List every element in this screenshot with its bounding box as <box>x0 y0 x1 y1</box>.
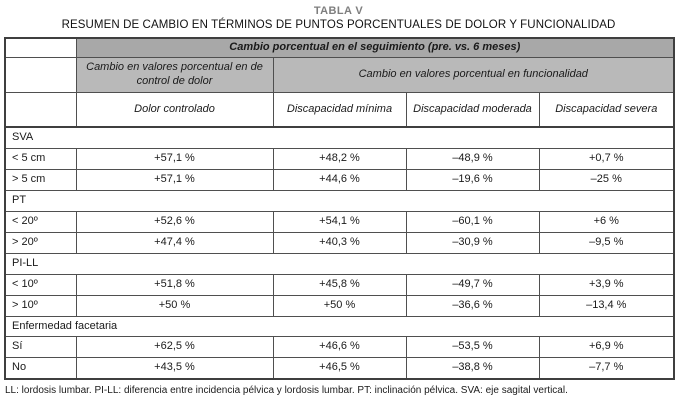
value-cell: +52,6 % <box>75 210 274 233</box>
column-header-discapacidad-moderada: Discapacidad moderada <box>405 91 540 129</box>
value-cell: +47,4 % <box>75 231 274 254</box>
section-row-pt: PT <box>4 190 675 212</box>
row-label: > 20º <box>4 231 77 254</box>
table-row: < 20º +52,6 % +54,1 % –60,1 % +6 % <box>4 210 675 233</box>
table-row: No +43,5 % +46,5 % –38,8 % –7,7 % <box>4 357 675 380</box>
value-cell: –25 % <box>538 169 675 191</box>
header-columns-row: Dolor controlado Discapacidad mínima Dis… <box>4 91 675 129</box>
corner-cell-2 <box>4 56 77 93</box>
column-header-discapacidad-minima: Discapacidad mínima <box>272 91 407 129</box>
corner-cell <box>4 37 77 58</box>
header-group-pain: Cambio en valores porcentual en de contr… <box>75 56 274 93</box>
value-cell: +48,2 % <box>272 148 407 170</box>
section-row-enfermedad-facetaria: Enfermedad facetaria <box>4 315 675 338</box>
section-label: PI-LL <box>4 252 675 275</box>
value-cell: +46,6 % <box>272 336 407 359</box>
value-cell: +50 % <box>272 294 407 317</box>
value-cell: –60,1 % <box>405 210 540 233</box>
section-label: Enfermedad facetaria <box>4 315 675 338</box>
table-row: > 20º +47,4 % +40,3 % –30,9 % –9,5 % <box>4 231 675 254</box>
row-label: Sí <box>4 336 77 359</box>
value-cell: –49,7 % <box>405 273 540 296</box>
value-cell: –38,8 % <box>405 357 540 380</box>
corner-cell-3 <box>4 91 77 129</box>
row-label: < 10º <box>4 273 77 296</box>
value-cell: +44,6 % <box>272 169 407 191</box>
header-band: Cambio porcentual en el seguimiento (pre… <box>75 37 675 58</box>
section-row-pill: PI-LL <box>4 252 675 275</box>
value-cell: +0,7 % <box>538 148 675 170</box>
table-row: Sí +62,5 % +46,6 % –53,5 % +6,9 % <box>4 336 675 359</box>
table-row: < 5 cm +57,1 % +48,2 % –48,9 % +0,7 % <box>4 148 675 170</box>
value-cell: +46,5 % <box>272 357 407 380</box>
value-cell: –19,6 % <box>405 169 540 191</box>
header-group-function: Cambio en valores porcentual en funciona… <box>272 56 675 93</box>
value-cell: –7,7 % <box>538 357 675 380</box>
value-cell: –48,9 % <box>405 148 540 170</box>
value-cell: +57,1 % <box>75 148 274 170</box>
column-header-dolor-controlado: Dolor controlado <box>75 91 274 129</box>
column-header-discapacidad-severa: Discapacidad severa <box>538 91 675 129</box>
value-cell: –53,5 % <box>405 336 540 359</box>
section-label: SVA <box>4 126 675 150</box>
value-cell: +40,3 % <box>272 231 407 254</box>
row-label: < 20º <box>4 210 77 233</box>
value-cell: –30,9 % <box>405 231 540 254</box>
section-label: PT <box>4 190 675 212</box>
row-label: > 10º <box>4 294 77 317</box>
page: TABLA V RESUMEN DE CAMBIO EN TÉRMINOS DE… <box>4 5 676 396</box>
table-row: > 10º +50 % +50 % –36,6 % –13,4 % <box>4 294 675 317</box>
value-cell: –36,6 % <box>405 294 540 317</box>
value-cell: +6 % <box>538 210 675 233</box>
row-label: No <box>4 357 77 380</box>
value-cell: +50 % <box>75 294 274 317</box>
value-cell: +57,1 % <box>75 169 274 191</box>
value-cell: +45,8 % <box>272 273 407 296</box>
summary-table: Cambio porcentual en el seguimiento (pre… <box>4 37 676 380</box>
value-cell: +43,5 % <box>75 357 274 380</box>
table-row: < 10º +51,8 % +45,8 % –49,7 % +3,9 % <box>4 273 675 296</box>
table-title: RESUMEN DE CAMBIO EN TÉRMINOS DE PUNTOS … <box>61 19 616 31</box>
row-label: < 5 cm <box>4 148 77 170</box>
value-cell: +62,5 % <box>75 336 274 359</box>
header-group-row: Cambio en valores porcentual en de contr… <box>4 56 675 93</box>
value-cell: –9,5 % <box>538 231 675 254</box>
value-cell: +6,9 % <box>538 336 675 359</box>
section-row-sva: SVA <box>4 126 675 150</box>
table-footnote: LL: lordosis lumbar. PI-LL: diferencia e… <box>5 384 568 396</box>
value-cell: +3,9 % <box>538 273 675 296</box>
value-cell: –13,4 % <box>538 294 675 317</box>
row-label: > 5 cm <box>4 169 77 191</box>
table-row: > 5 cm +57,1 % +44,6 % –19,6 % –25 % <box>4 169 675 191</box>
table-number: TABLA V <box>313 5 364 17</box>
value-cell: +51,8 % <box>75 273 274 296</box>
header-band-row: Cambio porcentual en el seguimiento (pre… <box>4 37 675 58</box>
value-cell: +54,1 % <box>272 210 407 233</box>
